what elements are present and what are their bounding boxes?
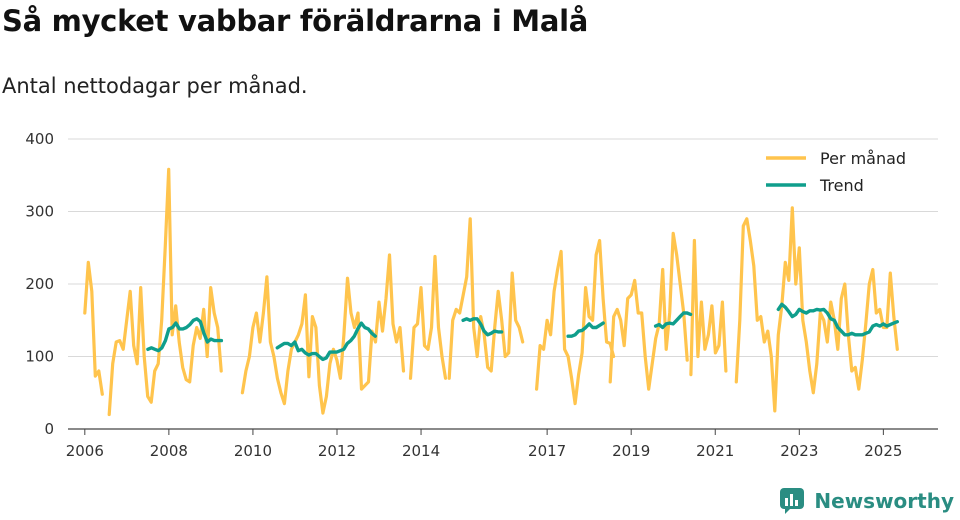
series <box>83 167 899 417</box>
series-line-trend-segment-5 <box>776 302 899 337</box>
series-line-trend-segment-0 <box>146 317 224 353</box>
brand-name: Newsworthy <box>814 489 954 513</box>
axes: 0 100 200 300 400 2006 2008 2010 2012 2014 2017 201… <box>25 130 938 460</box>
series-line-monthly-segment-7 <box>689 238 728 377</box>
series-line-trend-segment-1 <box>275 321 377 362</box>
x-tick-label: 2012 <box>318 442 356 460</box>
y-tick-label: 0 <box>44 420 54 438</box>
series-line-trend-segment-3 <box>566 321 605 338</box>
legend-label-trend: Trend <box>819 176 864 195</box>
x-tick-label: 2021 <box>696 442 734 460</box>
series-line-monthly-segment-6 <box>608 231 689 391</box>
x-tick-label: 2010 <box>234 442 272 460</box>
x-tick-label: 2006 <box>66 442 104 460</box>
y-tick-label: 100 <box>25 348 54 366</box>
x-tick-label: 2023 <box>780 442 818 460</box>
y-tick-label: 300 <box>25 203 54 221</box>
x-tick-label: 2008 <box>150 442 188 460</box>
x-tick-label: 2019 <box>612 442 650 460</box>
newsworthy-logo-icon <box>780 488 805 514</box>
y-tick-label: 200 <box>25 275 54 293</box>
series-line-monthly-segment-4 <box>447 217 525 380</box>
brand-logo[interactable]: Newsworthy <box>779 486 954 516</box>
series-line-monthly-segment-0 <box>83 260 104 396</box>
page-subtitle: Antal nettodagar per månad. <box>2 74 308 98</box>
x-tick-label: 2025 <box>864 442 902 460</box>
series-line-monthly-segment-1 <box>107 167 223 417</box>
x-tick-label: 2017 <box>528 442 566 460</box>
series-line-monthly-segment-8 <box>734 206 899 413</box>
legend: Per månad Trend <box>766 149 906 195</box>
x-tick-label: 2014 <box>402 442 440 460</box>
page-title: Så mycket vabbar föräldrarna i Malå <box>2 4 589 38</box>
series-line-monthly-segment-2 <box>240 253 406 415</box>
series-line-trend-segment-2 <box>461 317 504 337</box>
series-line-monthly-segment-5 <box>534 238 616 406</box>
series-line-trend-segment-4 <box>653 311 693 330</box>
series-line-monthly-segment-3 <box>408 254 448 380</box>
y-tick-label: 400 <box>25 130 54 148</box>
legend-label-monthly: Per månad <box>820 149 906 168</box>
